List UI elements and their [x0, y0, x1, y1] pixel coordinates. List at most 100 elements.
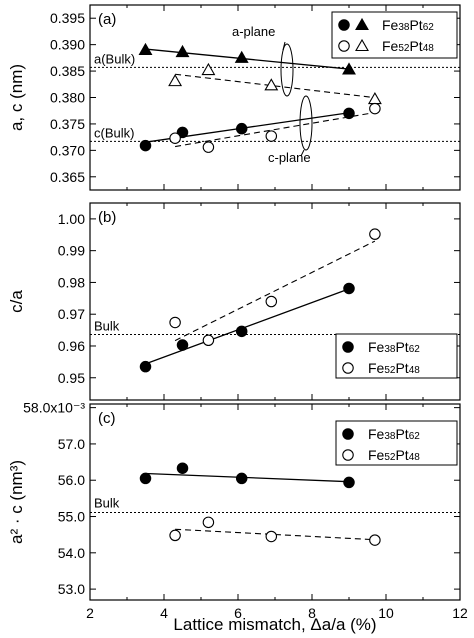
- legend-label: Fe38Pt62: [368, 339, 420, 355]
- x-tick-label: 6: [234, 605, 242, 621]
- x-tick-label: 12: [452, 605, 468, 621]
- x-tick-label: 10: [378, 605, 394, 621]
- a-plane-leader: [282, 41, 286, 51]
- data-point: [343, 282, 355, 295]
- fit-line: [175, 111, 375, 148]
- legend-label: Fe52Pt48: [382, 38, 434, 54]
- y-tick-label: 0.380: [50, 90, 85, 106]
- data-point: [235, 472, 248, 485]
- a-plane-ellipse: [280, 43, 294, 97]
- data-point: [369, 534, 381, 546]
- c-plane-annotation: c-plane: [268, 150, 311, 165]
- data-point: [175, 44, 190, 58]
- data-point: [139, 139, 152, 152]
- y-tick-label: 0.96: [58, 338, 85, 354]
- y-tick-label: 0.390: [50, 37, 85, 53]
- y-axis-label: a, c (nm): [7, 64, 26, 131]
- y-tick-label: 58.0x10⁻³: [23, 400, 85, 416]
- data-point: [202, 141, 215, 153]
- legend-label: Fe52Pt48: [368, 360, 420, 376]
- data-point: [234, 50, 249, 63]
- data-point: [342, 62, 356, 75]
- data-point: [343, 476, 355, 489]
- legend-marker: [342, 428, 354, 440]
- data-point: [264, 78, 279, 91]
- panel-label: (b): [98, 209, 116, 226]
- bulk-reference-label: Bulk: [94, 496, 120, 511]
- data-point: [168, 74, 183, 87]
- legend-marker: [355, 38, 369, 52]
- data-point: [176, 462, 189, 474]
- legend: Fe38Pt62 Fe52Pt48: [335, 420, 458, 466]
- data-point: [169, 132, 181, 144]
- y-tick-label: 1.00: [58, 211, 85, 227]
- data-point: [265, 130, 278, 142]
- data-point: [369, 102, 381, 115]
- data-point: [369, 228, 381, 240]
- a-plane-annotation: a-plane: [232, 24, 275, 39]
- legend-marker: [338, 40, 350, 52]
- data-point: [139, 472, 152, 485]
- y-tick-label: 0.395: [50, 10, 85, 26]
- data-point: [265, 530, 278, 543]
- panel-a: 0.365 0.370 0.375 0.380 0.385 0.390 0.395 a, c …: [7, 4, 461, 191]
- c-plane-leader: [300, 149, 305, 157]
- panel-b: 0.95 0.96 0.97 0.98 0.99 1.00 c/a (b) Bulk Fe38Pt…: [7, 202, 461, 401]
- x-tick-label: 4: [160, 605, 168, 621]
- data-point: [169, 316, 181, 329]
- data-point: [176, 126, 189, 139]
- fit-line: [174, 240, 376, 342]
- legend: Fe38Pt62 Fe52Pt48: [331, 11, 458, 59]
- data-point: [235, 325, 248, 338]
- data-point: [202, 334, 215, 347]
- y-tick-label: 0.370: [50, 142, 85, 158]
- x-axis-label: Lattice mismatch, Δa/a (%): [173, 615, 376, 634]
- data-point: [138, 42, 153, 55]
- y-tick-label: 0.95: [58, 370, 85, 386]
- data-point: [169, 529, 181, 542]
- legend-label: Fe38Pt62: [382, 17, 434, 33]
- panel-c: 2 4 6 8 10 12 53.0 54.0 55.0 56.0 57.0 58.0x10⁻³ a² …: [7, 400, 468, 621]
- y-axis-label: a² · c (nm³): [7, 460, 26, 544]
- data-point: [202, 516, 215, 529]
- bulk-reference-label: c(Bulk): [94, 125, 134, 140]
- y-tick-label: 0.99: [58, 243, 85, 259]
- y-tick-label: 54.0: [58, 545, 85, 561]
- c-plane-ellipse: [299, 95, 313, 151]
- fit-line: [145, 288, 350, 365]
- bulk-reference-label: a(Bulk): [94, 51, 135, 66]
- y-tick-label: 0.98: [58, 274, 85, 290]
- legend-marker: [342, 449, 354, 461]
- fit-line: [145, 48, 350, 70]
- legend-marker: [342, 341, 354, 353]
- y-tick-label: 53.0: [58, 581, 85, 597]
- x-tick-label: 2: [86, 605, 94, 621]
- y-tick-label: 56.0: [58, 472, 85, 488]
- y-tick-label: 0.375: [50, 116, 85, 132]
- legend-label: Fe38Pt62: [368, 426, 420, 442]
- y-tick-label: 0.365: [50, 169, 85, 185]
- y-tick-label: 0.385: [50, 63, 85, 79]
- legend-marker: [342, 362, 354, 374]
- panel-label: (a): [98, 11, 116, 28]
- data-point: [367, 91, 382, 105]
- panel-label: (c): [98, 410, 116, 427]
- data-point: [265, 295, 278, 308]
- legend: Fe38Pt62 Fe52Pt48: [335, 333, 458, 379]
- legend-box: [335, 420, 458, 466]
- y-axis-label: c/a: [7, 290, 26, 313]
- data-point: [176, 339, 189, 351]
- legend-box: [331, 11, 458, 59]
- data-point: [343, 107, 355, 120]
- legend-label: Fe52Pt48: [368, 447, 420, 463]
- data-point: [235, 122, 248, 135]
- data-point: [139, 360, 152, 373]
- data-point: [201, 62, 216, 76]
- legend-marker: [355, 17, 369, 31]
- bulk-reference-label: Bulk: [94, 319, 120, 334]
- y-tick-label: 0.97: [58, 306, 85, 322]
- y-tick-label: 57.0: [58, 436, 85, 452]
- x-tick-label: 8: [308, 605, 316, 621]
- legend-marker: [338, 19, 350, 31]
